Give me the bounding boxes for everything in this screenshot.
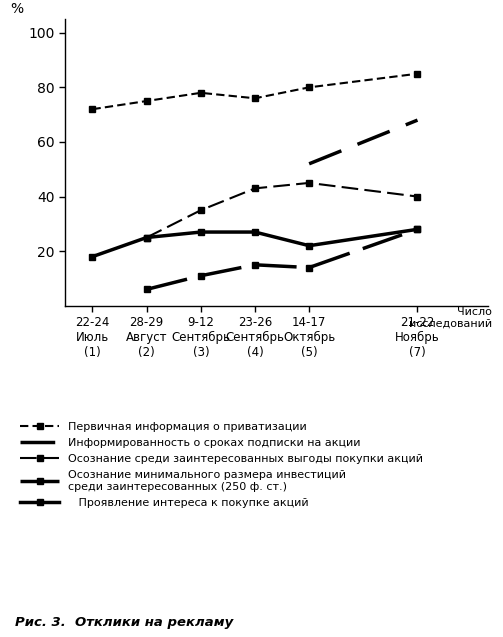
Text: Число
исследований: Число исследований	[409, 307, 492, 329]
Text: %: %	[11, 3, 24, 16]
Legend: Первичная информация о приватизации, Информированность о сроках подписки на акци: Первичная информация о приватизации, Инф…	[16, 417, 428, 512]
Text: Рис. 3.  Отклики на рекламу: Рис. 3. Отклики на рекламу	[15, 617, 233, 629]
